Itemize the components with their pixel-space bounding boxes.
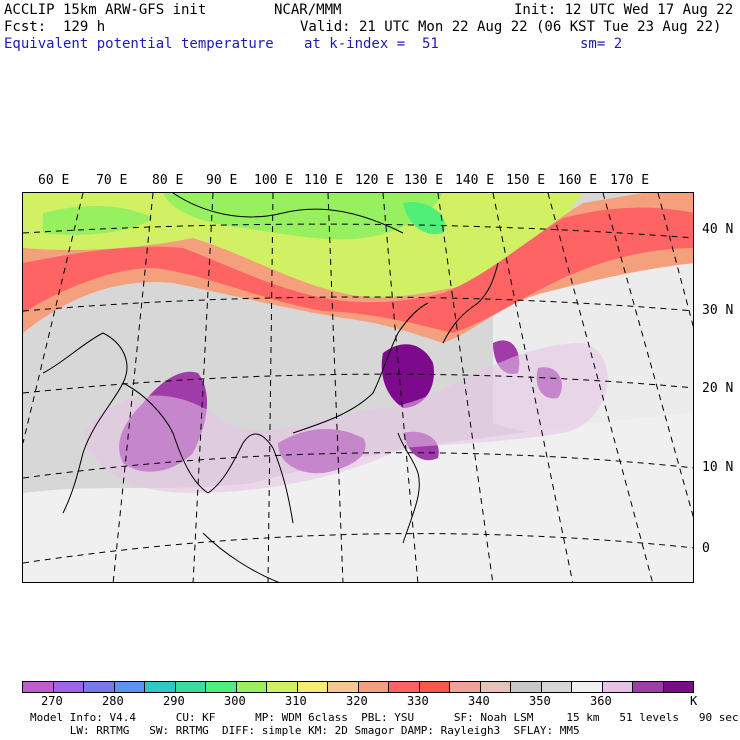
coast-southeast-asia	[122, 382, 294, 524]
colorbar-swatch	[663, 682, 693, 692]
lat-label: 20 N	[702, 381, 734, 396]
coast-philippines	[397, 432, 420, 544]
grid-lon-150	[547, 193, 653, 582]
model-info-line1: Model Info: V4.4 CU: KF MP: WDM 6class P…	[30, 711, 739, 724]
colorbar-swatch	[389, 682, 420, 692]
colorbar-swatch	[175, 682, 206, 692]
grid-lat-40	[23, 223, 693, 239]
colorbar-tick-label: 270	[41, 694, 63, 708]
lon-label: 160 E	[558, 173, 598, 188]
lon-label: 90 E	[206, 173, 238, 188]
colorbar-unit: K	[690, 694, 698, 708]
border-mongolia	[172, 193, 404, 234]
colorbar-swatch	[419, 682, 450, 692]
field-light-region	[23, 413, 693, 582]
grid-lon-70	[23, 193, 84, 444]
coast-korea-japan	[442, 262, 499, 344]
institution-label: NCAR/MMM	[274, 2, 342, 18]
lon-label: 130 E	[404, 173, 444, 188]
colorbar-swatch	[145, 682, 176, 692]
model-info-line2: LW: RRTMG SW: RRTMG DIFF: simple KM: 2D …	[30, 724, 580, 737]
lat-label: 30 N	[702, 303, 734, 318]
field-green-core	[163, 193, 443, 240]
colorbar	[22, 681, 694, 693]
colorbar-swatch	[511, 682, 542, 692]
colorbar-swatch	[267, 682, 298, 692]
colorbar-swatch	[541, 682, 572, 692]
colorbar-tick-label: 320	[346, 694, 368, 708]
colorbar-swatch	[23, 682, 54, 692]
coastlines	[42, 193, 499, 582]
lat-label: 10 N	[702, 460, 734, 475]
equivalent-potential-temperature-map	[23, 193, 693, 582]
colorbar-swatch	[297, 682, 328, 692]
grid-lon-140	[492, 193, 574, 582]
colorbar-swatch	[53, 682, 84, 692]
lon-label: 70 E	[96, 173, 128, 188]
colorbar-swatch	[633, 682, 664, 692]
colorbar-tick-label: 300	[224, 694, 246, 708]
coast-china	[292, 302, 429, 434]
colorbar-swatch	[206, 682, 237, 692]
field-green-patch	[403, 202, 445, 235]
colorbar-tick-label: 340	[468, 694, 490, 708]
field-name: Equivalent potential temperature	[4, 36, 274, 52]
level-index: at k-index = 51	[304, 36, 439, 52]
coast-sumatra	[202, 532, 280, 582]
lon-label: 170 E	[610, 173, 650, 188]
init-time: Init: 12 UTC Wed 17 Aug 22	[514, 2, 734, 18]
grid-lon-170	[657, 193, 693, 328]
colorbar-tick-label: 280	[102, 694, 124, 708]
smoothing-label: sm= 2	[580, 36, 623, 52]
lon-label: 140 E	[455, 173, 495, 188]
colorbar-tick-label: 310	[285, 694, 307, 708]
colorbar-swatch	[328, 682, 359, 692]
valid-time: Valid: 21 UTC Mon 22 Aug 22 (06 KST Tue …	[300, 19, 722, 35]
colorbar-swatch	[84, 682, 115, 692]
colorbar-swatch	[480, 682, 511, 692]
lon-label: 150 E	[506, 173, 546, 188]
colorbar-tick-label: 360	[590, 694, 612, 708]
map-panel	[22, 192, 694, 583]
field-lightpurple-halo	[83, 343, 608, 493]
colorbar-tick-label: 330	[407, 694, 429, 708]
lon-label: 100 E	[254, 173, 294, 188]
lon-label: 110 E	[304, 173, 344, 188]
model-title: ACCLIP 15km ARW-GFS init	[4, 2, 207, 18]
lon-label: 80 E	[152, 173, 184, 188]
graticule	[23, 193, 693, 582]
colorbar-swatch	[236, 682, 267, 692]
grid-lat-30	[23, 296, 693, 312]
field-red-band	[23, 207, 693, 333]
colorbar-swatch	[450, 682, 481, 692]
lon-label: 120 E	[355, 173, 395, 188]
grid-lon-160	[602, 193, 693, 518]
lon-label: 60 E	[38, 173, 70, 188]
lat-label: 40 N	[702, 222, 734, 237]
colorbar-tick-label: 290	[163, 694, 185, 708]
field-purple-east-china	[381, 344, 434, 408]
colorbar-swatch	[572, 682, 603, 692]
colorbar-swatch	[358, 682, 389, 692]
colorbar-swatch	[602, 682, 633, 692]
colorbar-tick-label: 350	[529, 694, 551, 708]
lat-label: 0	[702, 541, 710, 556]
forecast-hour: Fcst: 129 h	[4, 19, 106, 35]
colorbar-swatch	[114, 682, 145, 692]
